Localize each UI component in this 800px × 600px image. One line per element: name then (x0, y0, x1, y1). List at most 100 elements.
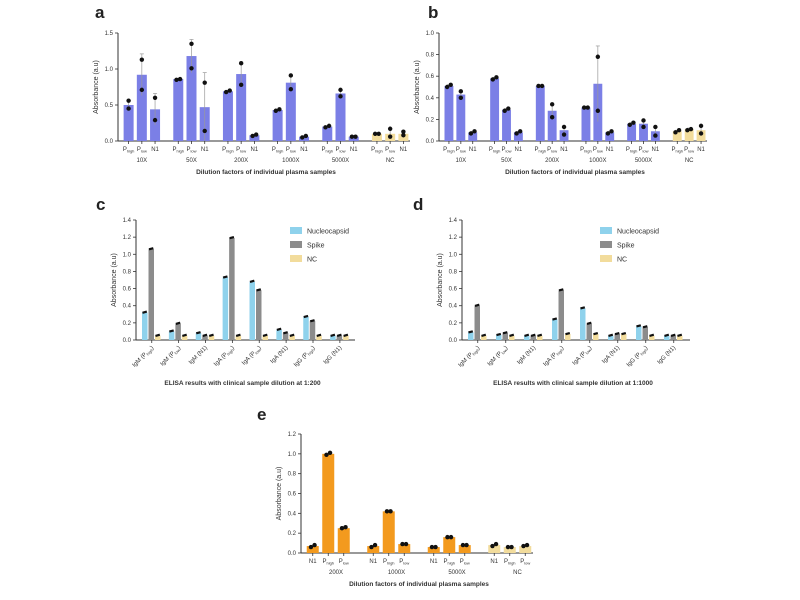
data-point (433, 544, 438, 550)
data-point (530, 333, 536, 337)
data-point (468, 330, 474, 334)
x-sub-label: Phigh (504, 559, 516, 566)
x-sub-label: N1 (469, 147, 477, 153)
data-point (472, 129, 477, 134)
x-sub-label: Phigh (172, 147, 184, 154)
data-point (336, 333, 342, 337)
data-point (238, 61, 244, 66)
y-tick-label: 0.6 (426, 74, 435, 80)
data-point (490, 77, 496, 82)
data-point (608, 333, 614, 337)
data-point (685, 128, 690, 133)
x-category-label: IgM (Phigh) (132, 345, 156, 369)
x-sub-label: Plow (460, 559, 470, 566)
data-point (388, 509, 393, 514)
data-point (222, 275, 228, 279)
data-point (609, 129, 614, 134)
data-point (401, 129, 406, 134)
y-axis-title: Absorbance (a.u) (276, 467, 283, 521)
group-label: 5000X (635, 158, 652, 164)
y-tick-label: 0.0 (123, 338, 132, 344)
data-point (458, 89, 464, 94)
bar (382, 511, 395, 553)
group-label: 5000X (448, 570, 465, 576)
panel-d: d 0.0 0.2 0.4 0.6 0.8 1.0 1.2 1.4 Absorbance (a.u… (413, 195, 690, 387)
data-point (642, 325, 648, 329)
bar (444, 85, 454, 141)
data-point (249, 279, 255, 283)
x-sub-label: N1 (400, 147, 408, 153)
y-axis-title: Absorbance (a.u) (437, 253, 444, 307)
group-label: NC (386, 158, 395, 164)
y-tick-label: 0.2 (426, 117, 435, 123)
bar (285, 82, 296, 141)
data-point (514, 131, 519, 136)
data-point (289, 333, 295, 337)
data-point (509, 333, 515, 337)
data-point (343, 525, 348, 530)
x-sub-label: Plow (385, 147, 395, 154)
data-point (621, 331, 627, 336)
x-sub-label: Phigh (626, 147, 638, 154)
legend: Nucleocapsid Spike NC (600, 227, 659, 264)
bar-nc (537, 335, 543, 340)
legend-swatch (600, 241, 612, 248)
bar-spike (530, 335, 536, 340)
bar-nucleocapsid (330, 335, 336, 340)
x-sub-label: Phigh (489, 147, 501, 154)
data-point (300, 135, 305, 140)
data-point (126, 106, 131, 111)
data-point (148, 247, 154, 251)
bar-spike (256, 290, 262, 340)
data-point (537, 333, 543, 337)
data-point (536, 83, 541, 89)
x-axis-title: ELISA results with clinical sample dilut… (493, 380, 653, 387)
group-label: 1000X (388, 570, 405, 576)
data-point (585, 105, 590, 110)
data-point (309, 319, 315, 323)
bar-nucleocapsid (636, 326, 642, 340)
bar-nc (208, 335, 215, 340)
panel-letter: c (96, 195, 105, 214)
panel-c: c 0.0 0.2 0.4 0.6 0.8 1.0 1.2 1.4 Absorbance (a.u… (96, 195, 355, 387)
data-point (155, 333, 161, 337)
data-point (175, 321, 181, 325)
legend-label: Nucleocapsid (307, 229, 349, 236)
data-point (676, 128, 682, 133)
data-point (303, 314, 309, 319)
bar-nucleocapsid (608, 335, 614, 340)
data-point (152, 95, 158, 101)
data-point (142, 310, 148, 314)
data-point (276, 327, 282, 331)
data-point (152, 117, 158, 123)
data-point (641, 124, 646, 130)
bar (322, 126, 333, 141)
x-category-label: IgM (Plow) (160, 345, 183, 368)
x-sub-label: Phigh (371, 147, 383, 154)
bar-nc (181, 335, 188, 340)
x-category-label: IgA (N1) (270, 345, 290, 365)
data-point (524, 542, 530, 548)
y-tick-label: 1.0 (426, 31, 435, 37)
data-point (496, 332, 502, 337)
data-point (494, 75, 499, 80)
data-point (338, 94, 343, 99)
y-tick-label: 1.0 (288, 452, 297, 458)
data-point (468, 131, 474, 136)
data-point (653, 124, 658, 130)
group-label: 50X (186, 158, 197, 164)
x-category-label: IgA (Plow) (241, 345, 263, 367)
x-sub-label: N1 (490, 559, 498, 565)
data-point (481, 333, 487, 337)
data-point (561, 124, 567, 130)
data-point (558, 288, 564, 292)
data-point (195, 331, 201, 335)
data-point (400, 541, 405, 547)
y-tick-label: 0.8 (123, 269, 132, 275)
bar-nucleocapsid (496, 334, 502, 340)
group-label: 200X (329, 570, 343, 576)
x-category-label: IgG (Phigh) (626, 345, 650, 369)
x-sub-label: Plow (547, 147, 557, 154)
bar (371, 133, 382, 141)
